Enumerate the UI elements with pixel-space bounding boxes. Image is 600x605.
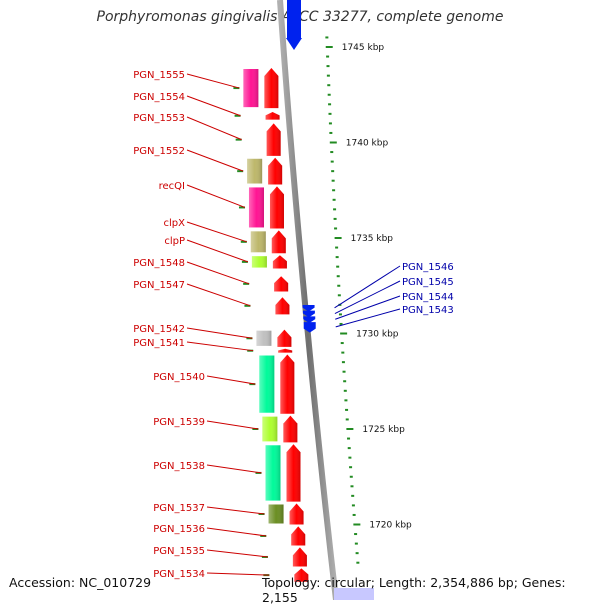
- gene-label-pgn-1539: PGN_1539: [153, 417, 205, 428]
- leader-line: [335, 308, 401, 328]
- gene-arrow-shade: [292, 547, 307, 567]
- leader-line: [334, 265, 401, 309]
- gene-label-clpp: clpP: [164, 236, 185, 247]
- gene-label-pgn-1544: PGN_1544: [402, 292, 454, 303]
- gene-arrow-shade: [286, 444, 301, 502]
- gene-label-clpx: clpX: [164, 218, 186, 229]
- leader-line: [186, 116, 242, 141]
- leader-line: [186, 341, 254, 352]
- forward-genes: [264, 68, 309, 582]
- gene-label-recqi: recQI: [159, 181, 185, 192]
- gene-arrow-pgn-1545: [302, 310, 315, 318]
- gene-arrow-shade: [266, 123, 281, 156]
- gene-arrow-shade: [291, 526, 306, 546]
- leader-line: [186, 184, 246, 208]
- gene-arrow-shade: [265, 111, 280, 120]
- gene-arrow-pgn-1546: [302, 304, 315, 312]
- scale-label: 1740 kbp: [346, 139, 389, 149]
- genome-summary-text: Topology: circular; Length: 2,354,886 bp…: [262, 575, 566, 605]
- scale-label: 1720 kbp: [369, 521, 412, 531]
- scale-ticks: [325, 36, 361, 564]
- gene-label-pgn-1548: PGN_1548: [133, 258, 185, 269]
- gene-arrow-shade: [268, 157, 283, 185]
- reverse-genes: [302, 304, 316, 333]
- gene-label-pgn-1535: PGN_1535: [153, 546, 205, 557]
- gene-arrow-shade: [272, 255, 287, 269]
- leader-line: [186, 283, 251, 307]
- gene-arrow-shade: [278, 348, 293, 353]
- gene-label-pgn-1542: PGN_1542: [133, 324, 185, 335]
- scale-label: 1745 kbp: [342, 43, 385, 53]
- leader-line: [186, 73, 240, 89]
- leader-line: [186, 221, 247, 243]
- gene-arrow-shade: [283, 415, 298, 443]
- gene-label-pgn-1536: PGN_1536: [153, 524, 205, 535]
- gene-labels: PGN_1555 PGN_1554 PGN_1553 PGN_1552 recQI clp…: [133, 70, 453, 580]
- gene-label-pgn-1552: PGN_1552: [133, 146, 185, 157]
- gene-label-pgn-1553: PGN_1553: [133, 113, 185, 124]
- category-box-shade: [248, 187, 264, 228]
- leader-line: [206, 420, 259, 430]
- leader-line: [206, 506, 265, 515]
- gene-arrow-shade: [294, 568, 309, 582]
- category-box-shade: [256, 330, 272, 346]
- gene-arrow-pgn-1543: [303, 322, 316, 333]
- leader-line: [335, 295, 401, 320]
- gene-arrow-shade: [275, 297, 290, 315]
- reverse-gene-top: [286, 0, 302, 50]
- gene-label-pgn-1545: PGN_1545: [402, 277, 454, 288]
- leader-line: [206, 549, 268, 558]
- leader-line: [206, 527, 267, 537]
- category-box-shade: [243, 69, 259, 108]
- leader-line: [186, 261, 250, 285]
- category-box-shade: [262, 416, 278, 442]
- gene-label-pgn-1541: PGN_1541: [133, 338, 185, 349]
- accession-text: Accession: NC_010729: [9, 575, 152, 590]
- category-box-shade: [265, 445, 281, 501]
- category-box-shade: [247, 158, 263, 184]
- category-box-shade: [251, 256, 267, 268]
- gene-arrow-shade: [264, 68, 279, 109]
- gene-arrow-shade: [289, 503, 304, 525]
- gene-arrow-shade: [271, 230, 286, 254]
- gene-label-pgn-1543: PGN_1543: [402, 305, 454, 316]
- leader-line: [206, 572, 270, 576]
- genome-backbone: [277, 0, 339, 600]
- leader-line: [186, 239, 249, 263]
- category-box-shade: [250, 231, 266, 253]
- reverse-gene-bottom: [334, 588, 374, 600]
- scale-label: 1735 kbp: [351, 234, 394, 244]
- gene-label-pgn-1546: PGN_1546: [402, 262, 454, 273]
- gene-label-pgn-1555: PGN_1555: [133, 70, 185, 81]
- gene-label-pgn-1547: PGN_1547: [133, 280, 185, 291]
- leader-line: [186, 149, 244, 172]
- gene-arrow-shade: [277, 329, 292, 347]
- scale-label: 1725 kbp: [362, 425, 405, 435]
- gene-arrow-shade: [274, 276, 289, 292]
- label-leaders: [186, 73, 401, 576]
- gene-label-pgn-1540: PGN_1540: [153, 372, 205, 383]
- scale-labels: 1745 kbp 1740 kbp 1735 kbp 1730 kbp 1725 kbp…: [342, 43, 412, 531]
- gene-arrow-pgn-1544: [303, 316, 316, 324]
- leader-line: [206, 375, 256, 385]
- gene-arrow-shade: [280, 354, 295, 414]
- leader-line: [334, 280, 401, 314]
- gene-label-pgn-1534: PGN_1534: [153, 569, 205, 580]
- gene-label-pgn-1554: PGN_1554: [133, 92, 185, 103]
- leader-line: [186, 95, 241, 117]
- category-box-shade: [259, 355, 275, 413]
- leader-line: [206, 464, 262, 474]
- scale-label: 1730 kbp: [356, 330, 399, 340]
- leader-line: [186, 327, 253, 339]
- gene-label-pgn-1538: PGN_1538: [153, 461, 205, 472]
- gene-arrow-shade: [269, 186, 284, 229]
- gene-label-pgn-1537: PGN_1537: [153, 503, 205, 514]
- category-box-shade: [268, 504, 284, 524]
- category-boxes: [233, 69, 284, 577]
